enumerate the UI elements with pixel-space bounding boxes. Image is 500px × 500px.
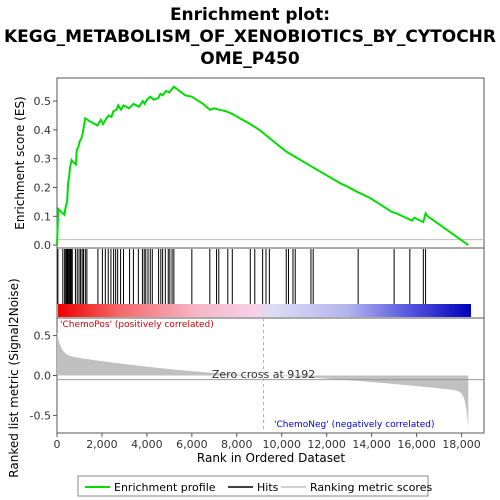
legend-hits-label: Hits <box>257 481 279 494</box>
x-tick-label: 8,000 <box>221 438 253 451</box>
x-tick-label: 6,000 <box>176 438 208 451</box>
legend-es-label: Enrichment profile <box>114 481 216 494</box>
metric-y-ticks: -0.5 0.0 0.5 <box>30 330 57 422</box>
hits-panel <box>56 247 485 319</box>
es-y-axis-label: Enrichment score (ES) <box>13 96 27 229</box>
es-y-ticks: 0.0 0.1 0.2 0.3 0.4 0.5 <box>34 95 57 252</box>
legend-metric-label: Ranking metric scores <box>310 481 432 494</box>
es-y-tick-label: 0.1 <box>34 210 52 223</box>
metric-y-tick-label: 0.5 <box>34 330 52 343</box>
x-tick-label: 14,000 <box>352 438 391 451</box>
legend-frame <box>77 475 429 497</box>
x-tick-label: 12,000 <box>307 438 346 451</box>
x-tick-label: 18,000 <box>442 438 481 451</box>
x-axis-label: Rank in Ordered Dataset <box>197 451 345 465</box>
chart-title-line-1: Enrichment plot: <box>170 5 330 25</box>
chemoneg-label: 'ChemoNeg' (negatively correlated) <box>274 420 435 430</box>
es-y-tick-label: 0.0 <box>34 239 52 252</box>
x-tick-label: 10,000 <box>262 438 301 451</box>
x-axis-ticks: 0 2,000 4,000 6,000 8,000 10,000 12,000 14,000 1… <box>54 433 481 451</box>
x-tick-label: 16,000 <box>397 438 436 451</box>
x-tick-label: 0 <box>54 438 61 451</box>
hit-marks <box>57 249 427 304</box>
es-y-tick-label: 0.4 <box>34 124 52 137</box>
x-tick-label: 2,000 <box>86 438 118 451</box>
es-y-tick-label: 0.2 <box>34 181 52 194</box>
chemopos-label: 'ChemoPos' (positively correlated) <box>60 320 214 330</box>
es-y-tick-label: 0.5 <box>34 95 52 108</box>
es-y-tick-label: 0.3 <box>34 153 52 166</box>
metric-y-axis-label: Ranked list metric (Signal2Noise) <box>7 278 21 477</box>
metric-y-tick-label: 0.0 <box>34 370 52 383</box>
es-plot-frame <box>56 77 485 249</box>
enrichment-profile-line <box>56 85 469 246</box>
metric-y-tick-label: -0.5 <box>30 409 51 422</box>
chart-title-line-2: KEGG_METABOLISM_OF_XENOBIOTICS_BY_CYTOCH… <box>4 27 496 47</box>
es-panel: 0.0 0.1 0.2 0.3 0.4 0.5 Enrichment score (ES) <box>13 77 485 252</box>
chart-title-line-3: OME_P450 <box>200 49 300 69</box>
x-tick-label: 4,000 <box>131 438 163 451</box>
rank-color-bar <box>58 304 471 317</box>
legend: Enrichment profile Hits Ranking metric s… <box>77 475 432 497</box>
metric-panel: Zero cross at 9192 'ChemoPos' (positivel… <box>7 278 485 478</box>
zero-cross-label: Zero cross at 9192 <box>212 368 315 381</box>
